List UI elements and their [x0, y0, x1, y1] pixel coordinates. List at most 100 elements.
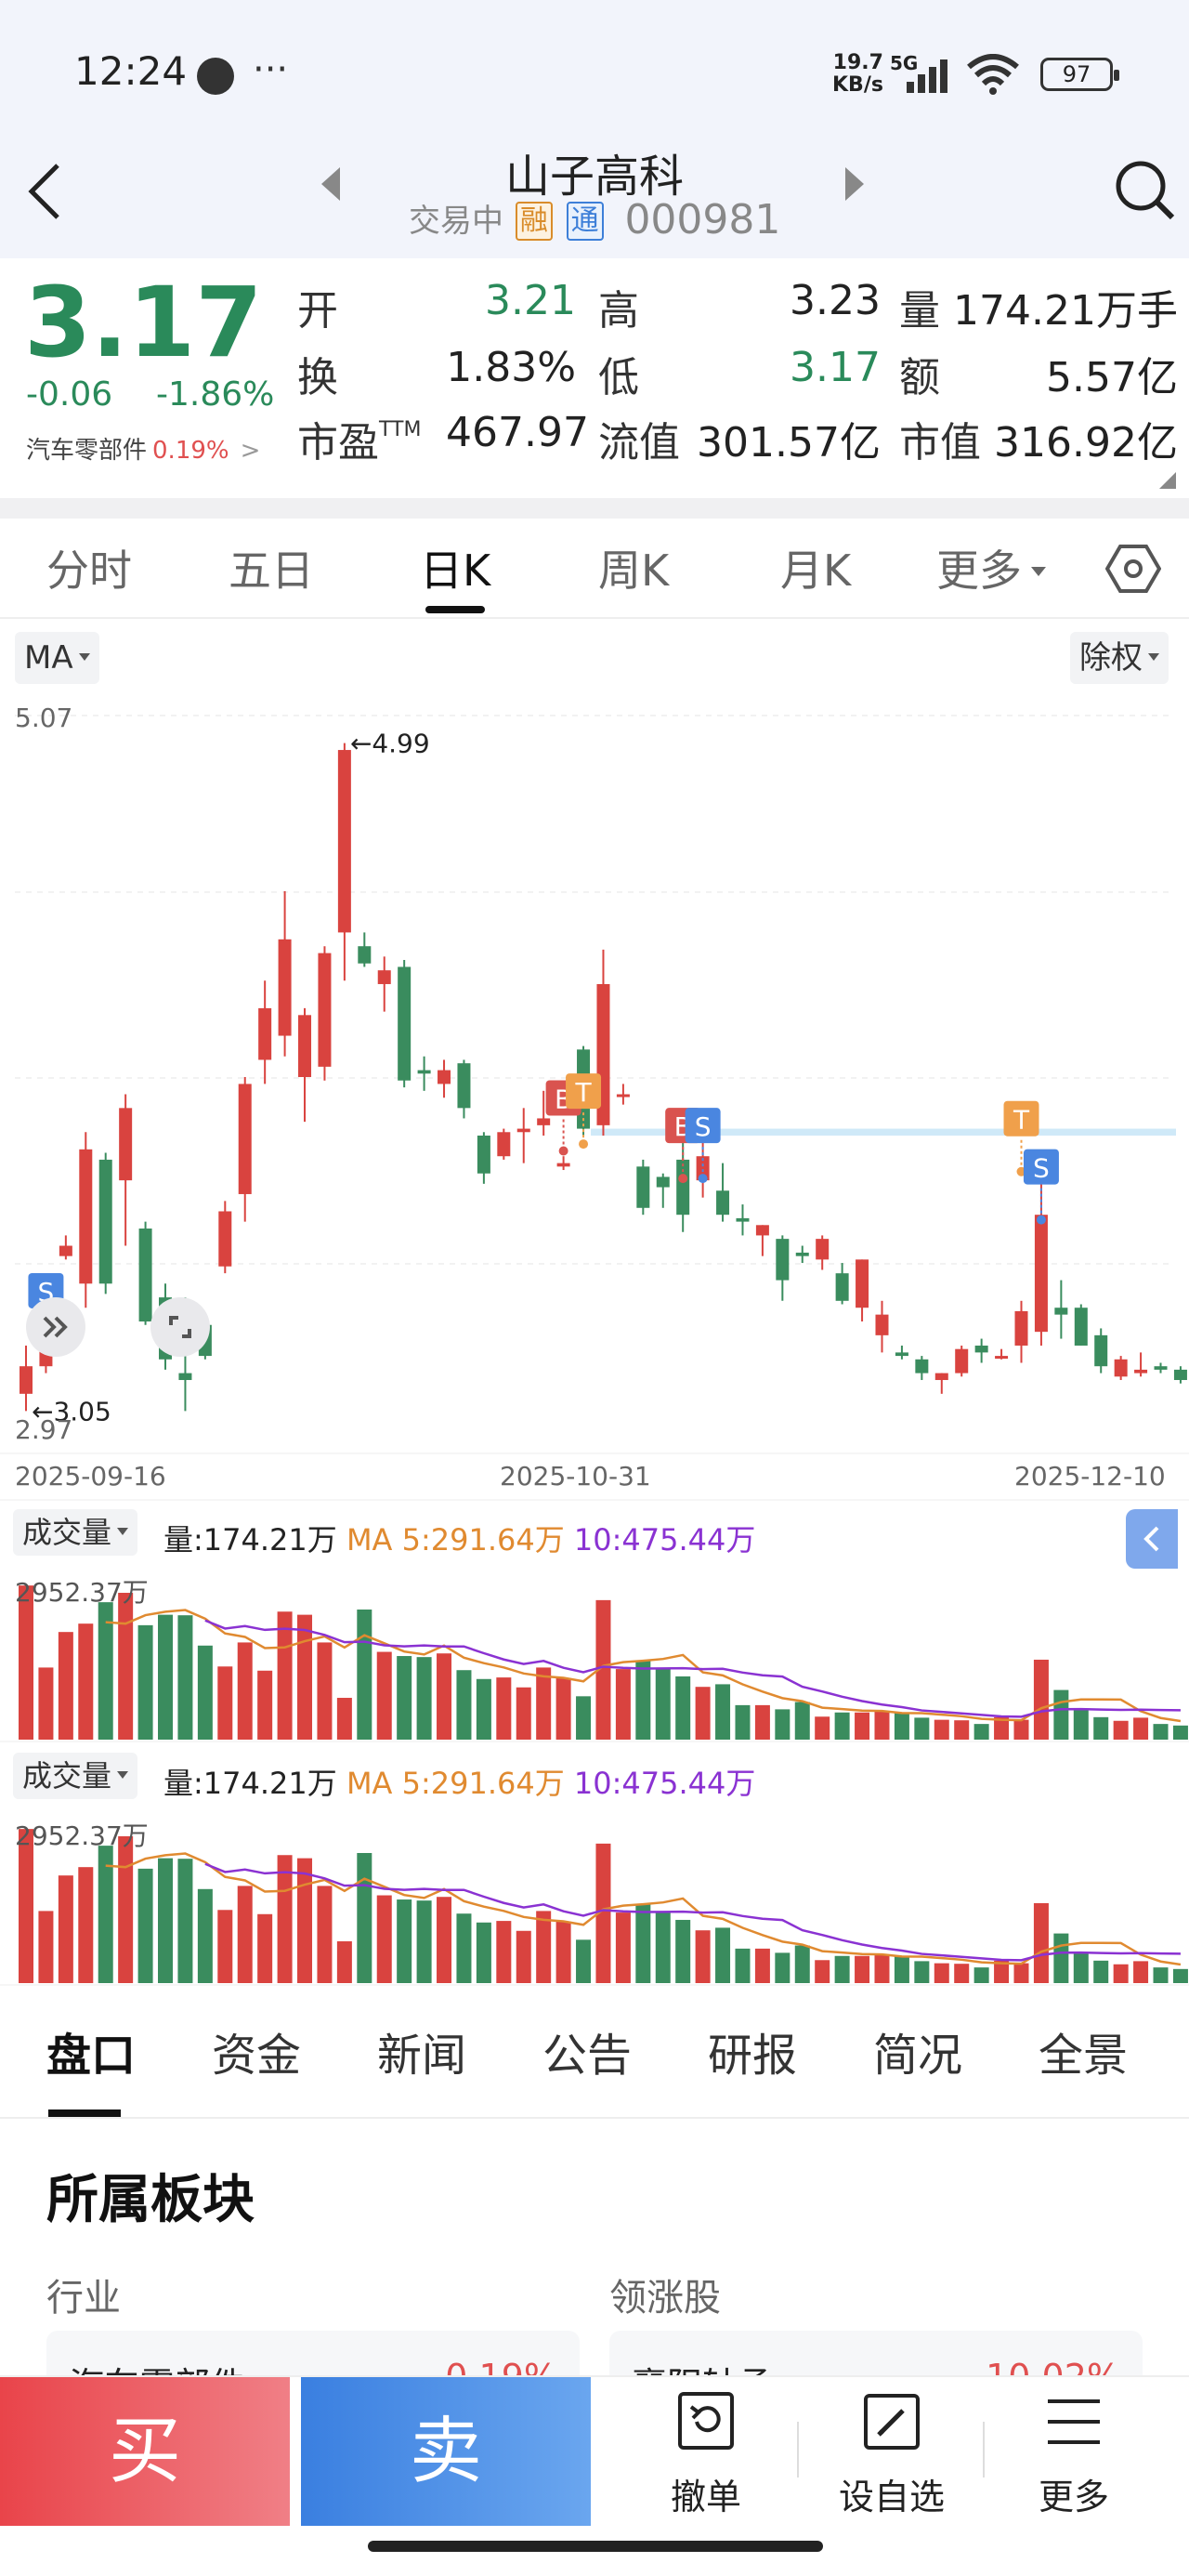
- volume-bar: [1013, 1963, 1029, 1983]
- tab-announcements[interactable]: 公告: [542, 2030, 633, 2082]
- tab-overview[interactable]: 全景: [1039, 2030, 1129, 2082]
- cancel-order-label: 撤单: [670, 2477, 741, 2517]
- add-watchlist-button[interactable]: 设自选: [817, 2390, 966, 2519]
- price-change-pct: -1.86%: [156, 375, 275, 414]
- sector-link[interactable]: 汽车零部件 0.19% >: [26, 431, 260, 466]
- volume-bar: [1153, 1724, 1169, 1740]
- turnover-label: 换: [297, 354, 338, 401]
- volume-bar: [357, 1852, 372, 1983]
- ma-dropdown[interactable]: MA: [15, 632, 99, 684]
- active-tab-indicator: [425, 606, 485, 613]
- settings-icon[interactable]: [1105, 543, 1161, 595]
- more-label: 更多: [1038, 2477, 1109, 2517]
- toolbar-divider: [983, 2422, 985, 2477]
- volume-bar: [595, 1843, 611, 1983]
- tab-research[interactable]: 研报: [708, 2030, 798, 2082]
- tab-weekly-k[interactable]: 周K: [598, 545, 670, 596]
- candle-body: [119, 1108, 133, 1181]
- volume-bar: [217, 1666, 233, 1740]
- volume-bar: [735, 1948, 751, 1983]
- candle-body: [696, 1156, 710, 1181]
- expand-corner-icon[interactable]: [1159, 472, 1176, 489]
- candle-body: [716, 1190, 730, 1216]
- candle-body: [1154, 1366, 1168, 1370]
- volume-bar: [297, 1858, 313, 1983]
- adjust-dropdown[interactable]: 除权: [1070, 632, 1169, 684]
- candle-body: [537, 1118, 551, 1125]
- signal-marker: [1023, 1149, 1059, 1185]
- volume-bar: [1013, 1719, 1029, 1740]
- tab-funds[interactable]: 资金: [212, 2030, 302, 2082]
- candle-body: [995, 1356, 1009, 1360]
- volume-bar: [555, 1677, 571, 1740]
- candle-body: [318, 953, 332, 1067]
- volume-dropdown-2[interactable]: 成交量: [13, 1753, 138, 1799]
- signal-dot: [558, 1146, 568, 1156]
- tab-monthly-k[interactable]: 月K: [780, 545, 852, 596]
- cancel-order-button[interactable]: 撤单: [632, 2390, 780, 2519]
- signal-label: S: [1033, 1153, 1050, 1184]
- volume-max-label: 2952.37万: [15, 1577, 149, 1608]
- volume-bar: [675, 1676, 691, 1740]
- candle-body: [398, 966, 412, 1081]
- network-type: 5G: [890, 52, 919, 74]
- active-tab-indicator: [48, 2109, 121, 2117]
- volume-bar: [118, 1593, 134, 1740]
- tab-more-label: 更多: [936, 545, 1022, 596]
- expand-left-button[interactable]: [26, 1297, 85, 1357]
- tab-timeshare[interactable]: 分时: [46, 545, 132, 596]
- caret-down-icon: [117, 1771, 129, 1779]
- fullscreen-button[interactable]: [150, 1297, 210, 1357]
- volume-bar: [496, 1677, 512, 1740]
- volume-bar: [19, 1829, 33, 1983]
- volume-bar: [437, 1653, 452, 1740]
- tab-news[interactable]: 新闻: [377, 2030, 467, 2082]
- stock-code: 000981: [624, 196, 781, 243]
- volume-bar: [317, 1642, 333, 1740]
- volume-bar: [934, 1963, 949, 1983]
- volume-bar: [914, 1961, 930, 1983]
- caret-down-icon: [1031, 567, 1046, 576]
- candle-body: [438, 1070, 451, 1084]
- volume-bar: [635, 1903, 651, 1983]
- current-price: 3.17: [24, 266, 263, 379]
- volume-bar: [754, 1704, 770, 1740]
- y-min-label: 2.97: [15, 1414, 73, 1445]
- next-stock-icon[interactable]: [845, 167, 864, 201]
- section-divider: [0, 498, 1189, 519]
- sell-button[interactable]: 卖: [301, 2377, 591, 2526]
- volume-bar: [655, 1912, 671, 1983]
- volume-dropdown-1[interactable]: 成交量: [13, 1509, 138, 1556]
- tab-more[interactable]: 更多: [936, 537, 1046, 598]
- tab-profile[interactable]: 简况: [873, 2030, 963, 2082]
- volume-bar: [277, 1855, 293, 1983]
- add-watchlist-label: 设自选: [838, 2477, 945, 2517]
- buy-button[interactable]: 买: [0, 2377, 290, 2526]
- min-price-label: ←3.05: [32, 1396, 111, 1426]
- back-icon[interactable]: [26, 162, 63, 221]
- tab-daily-k[interactable]: 日K: [420, 545, 491, 596]
- industry-label: 行业: [46, 2277, 121, 2320]
- section-title: 所属板块: [46, 2170, 255, 2230]
- prev-stock-icon[interactable]: [321, 167, 340, 201]
- search-icon[interactable]: [1111, 156, 1178, 223]
- volume-bar: [357, 1609, 372, 1740]
- volume-legend-2: 量:174.21万 MA 5:291.64万 10:475.44万: [163, 1760, 755, 1803]
- tab-order-book[interactable]: 盘口: [46, 2030, 137, 2082]
- volume-bar: [58, 1632, 73, 1740]
- volume-bar: [456, 1913, 472, 1983]
- volume-ma10-line: [204, 1619, 1181, 1718]
- candle-body: [776, 1239, 790, 1281]
- volume-bar: [874, 1954, 890, 1983]
- signal-dot: [579, 1139, 589, 1150]
- volume-bar: [576, 1939, 592, 1983]
- battery-icon: 97: [1040, 58, 1119, 91]
- collapse-panel-button[interactable]: [1126, 1509, 1178, 1569]
- volume-current: 量:174.21万: [163, 1766, 337, 1801]
- tab-five-day[interactable]: 五日: [229, 545, 314, 596]
- more-button[interactable]: 更多: [1000, 2390, 1148, 2519]
- volume-ma10-line: [204, 1862, 1181, 1962]
- volume-bar: [496, 1921, 512, 1983]
- volume-ma10: 10:475.44万: [573, 1522, 756, 1557]
